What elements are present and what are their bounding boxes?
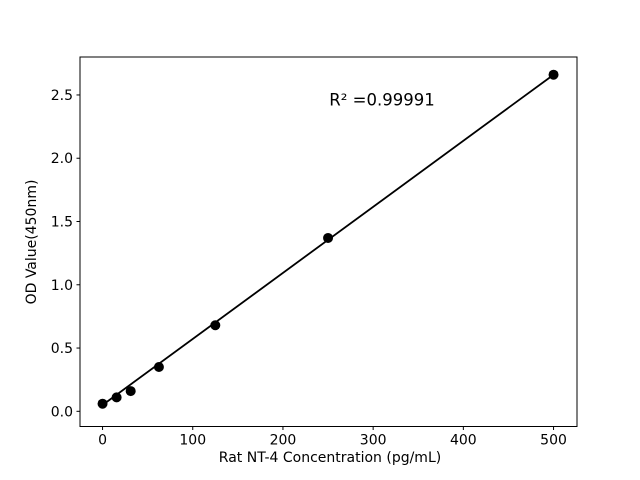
x-tick-label: 0: [98, 433, 107, 449]
data-point: [125, 386, 136, 397]
data-point: [111, 392, 122, 403]
data-point: [323, 232, 334, 243]
x-tick-label: 100: [179, 433, 206, 449]
y-axis-label: OD Value(450nm): [24, 179, 40, 305]
y-tick-label: 2.5: [51, 88, 73, 104]
y-tick-label: 0.5: [51, 341, 73, 357]
plot-border: [79, 56, 578, 427]
y-tick-label: 1.0: [51, 278, 73, 294]
data-point: [210, 320, 221, 331]
data-point: [153, 362, 164, 373]
x-axis-label: Rat NT-4 Concentration (pg/mL): [218, 450, 442, 466]
data-point: [548, 69, 559, 80]
y-tick-label: 2.0: [51, 151, 73, 167]
data-point: [97, 398, 108, 409]
r-squared-annotation: R² =0.99991: [329, 90, 435, 110]
x-tick-label: 300: [360, 433, 387, 449]
x-tick-label: 200: [270, 433, 297, 449]
y-tick-label: 1.5: [51, 215, 73, 231]
y-tick-label: 0.0: [51, 404, 73, 420]
x-tick-label: 400: [450, 433, 477, 449]
x-tick-label: 500: [540, 433, 567, 449]
